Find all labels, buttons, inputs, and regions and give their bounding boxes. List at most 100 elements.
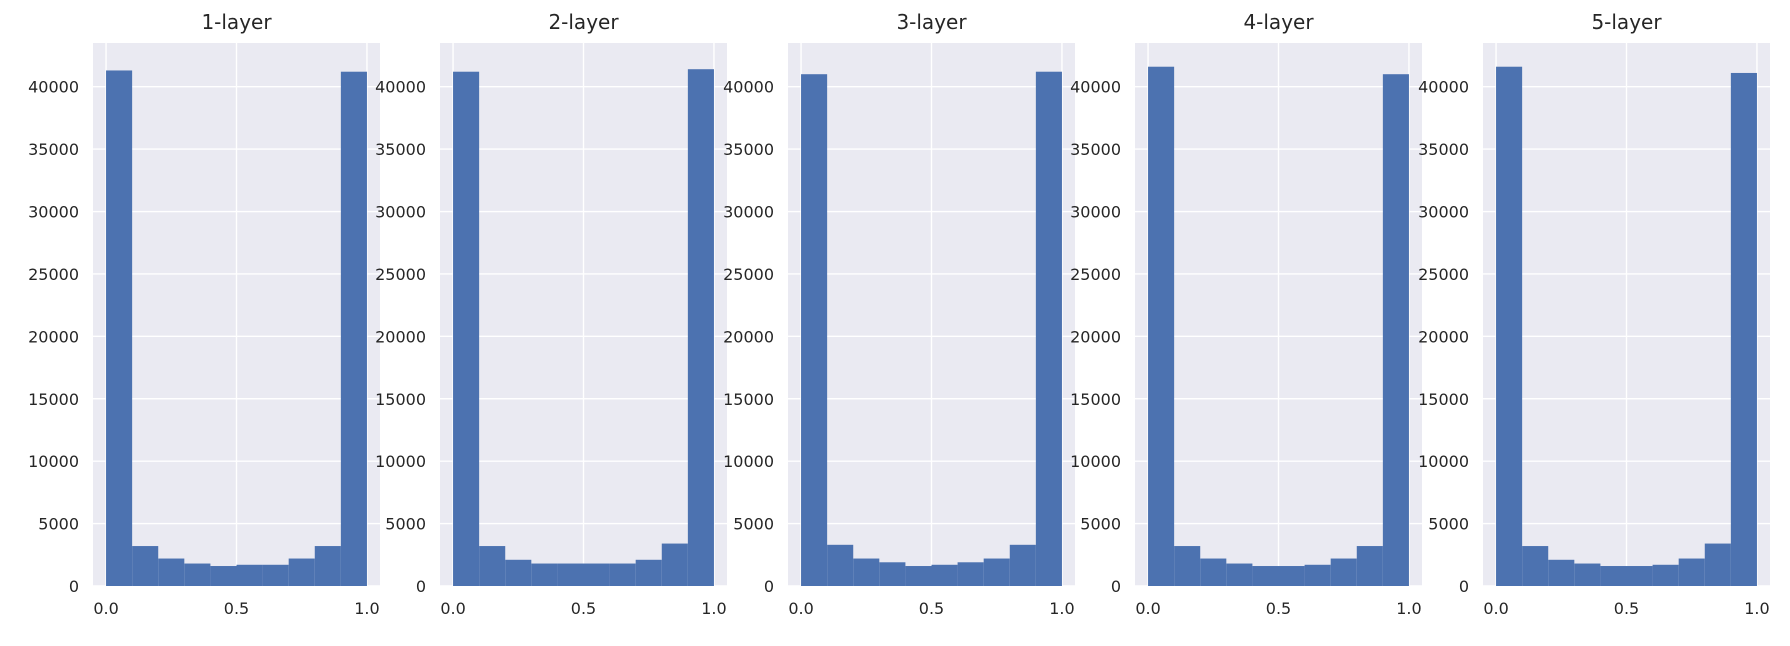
y-tick-label: 10000: [1070, 452, 1121, 471]
subplot-title: 3-layer: [896, 10, 967, 34]
histogram-bar: [210, 566, 237, 586]
histogram-bar: [1522, 546, 1549, 586]
subplot-title: 2-layer: [548, 10, 619, 34]
x-tick-label: 0.5: [1266, 599, 1291, 618]
y-tick-label: 10000: [1418, 452, 1469, 471]
histogram-bar: [957, 562, 984, 586]
histogram-bar: [1678, 558, 1705, 586]
histogram-bar: [479, 546, 506, 586]
y-tick-label: 40000: [28, 78, 79, 97]
y-tick-label: 15000: [1418, 390, 1469, 409]
histogram-bar: [661, 543, 688, 586]
x-tick-label: 0.0: [788, 599, 813, 618]
y-tick-label: 25000: [1418, 265, 1469, 284]
y-tick-label: 20000: [1070, 327, 1121, 346]
y-tick-label: 35000: [1070, 140, 1121, 159]
y-tick-label: 0: [1111, 577, 1121, 596]
y-tick-label: 15000: [28, 390, 79, 409]
x-tick-label: 1.0: [1396, 599, 1421, 618]
x-tick-label: 1.0: [354, 599, 379, 618]
y-tick-label: 0: [69, 577, 79, 596]
histogram-bar: [1226, 563, 1253, 586]
histogram-bar: [557, 563, 584, 586]
y-tick-label: 15000: [723, 390, 774, 409]
histogram-bar: [1730, 72, 1757, 586]
y-tick-label: 35000: [1418, 140, 1469, 159]
histogram-bar: [1704, 543, 1731, 586]
y-tick-label: 10000: [28, 452, 79, 471]
subplot-title: 5-layer: [1591, 10, 1662, 34]
histogram-bar: [879, 562, 906, 586]
histogram-bar: [635, 559, 662, 586]
y-tick-label: 20000: [28, 327, 79, 346]
y-tick-label: 30000: [723, 203, 774, 222]
y-tick-label: 20000: [375, 327, 426, 346]
histogram-bar: [314, 546, 341, 586]
histogram-bar: [1148, 66, 1175, 587]
y-tick-label: 5000: [1428, 515, 1469, 534]
histogram-bar: [1356, 546, 1383, 586]
histogram-bar: [184, 563, 211, 586]
subplot-title: 4-layer: [1243, 10, 1314, 34]
histogram-bar: [1035, 71, 1062, 587]
y-tick-label: 10000: [375, 452, 426, 471]
y-tick-label: 0: [416, 577, 426, 596]
subplot-2: 0 5000 10000 15000 20000 25000 30000 35000 40000…: [375, 10, 727, 618]
y-tick-label: 15000: [375, 390, 426, 409]
subplot-1: 0 5000 10000 15000 20000 25000 30000 35000 40000…: [28, 10, 380, 618]
histogram-bar: [1330, 558, 1357, 586]
histogram-bar: [236, 564, 263, 586]
y-tick-label: 25000: [28, 265, 79, 284]
histogram-bar: [531, 563, 558, 586]
histogram-bar: [1600, 566, 1627, 586]
histogram-bar: [262, 564, 289, 586]
y-tick-label: 35000: [28, 140, 79, 159]
subplot-title: 1-layer: [201, 10, 272, 34]
histogram-bar: [905, 566, 932, 586]
histogram-bar: [609, 563, 636, 586]
histogram-bar: [687, 69, 714, 586]
histogram-bar: [827, 544, 854, 586]
histogram-bar: [1574, 563, 1601, 586]
x-tick-label: 0.0: [1135, 599, 1160, 618]
subplot-3: 0 5000 10000 15000 20000 25000 30000 35000 40000…: [723, 10, 1075, 618]
y-tick-label: 5000: [1080, 515, 1121, 534]
histogram-bar: [1304, 564, 1331, 586]
histogram-bar: [1278, 566, 1305, 586]
histogram-bar: [340, 71, 367, 587]
subplot-4: 0 5000 10000 15000 20000 25000 30000 35000 40000…: [1070, 10, 1422, 618]
histogram-bar: [1174, 546, 1201, 586]
y-tick-label: 40000: [1418, 78, 1469, 97]
y-tick-label: 40000: [1070, 78, 1121, 97]
x-tick-label: 0.0: [93, 599, 118, 618]
y-tick-label: 5000: [385, 515, 426, 534]
x-tick-label: 1.0: [1049, 599, 1074, 618]
x-tick-label: 1.0: [1744, 599, 1769, 618]
y-tick-label: 5000: [733, 515, 774, 534]
x-tick-label: 0.5: [224, 599, 249, 618]
histogram-bar: [1626, 566, 1653, 586]
histogram-bar: [453, 71, 480, 587]
x-tick-label: 0.5: [1614, 599, 1639, 618]
y-tick-label: 25000: [723, 265, 774, 284]
histogram-bar: [1252, 566, 1279, 586]
y-tick-label: 30000: [375, 203, 426, 222]
histogram-bar: [583, 563, 610, 586]
x-tick-label: 0.5: [919, 599, 944, 618]
y-tick-label: 40000: [723, 78, 774, 97]
y-tick-label: 30000: [1418, 203, 1469, 222]
histogram-bar: [1496, 66, 1523, 587]
subplot-5: 0 5000 10000 15000 20000 25000 30000 35000 40000…: [1418, 10, 1770, 618]
y-tick-label: 5000: [38, 515, 79, 534]
histogram-bar: [132, 546, 159, 586]
x-tick-label: 0.5: [571, 599, 596, 618]
y-tick-label: 25000: [1070, 265, 1121, 284]
histogram-bar: [1652, 564, 1679, 586]
histogram-bar: [1382, 74, 1409, 586]
x-tick-label: 0.0: [440, 599, 465, 618]
y-tick-label: 35000: [375, 140, 426, 159]
y-tick-label: 10000: [723, 452, 774, 471]
y-tick-label: 0: [1459, 577, 1469, 596]
histogram-bar: [983, 558, 1010, 586]
y-tick-label: 35000: [723, 140, 774, 159]
